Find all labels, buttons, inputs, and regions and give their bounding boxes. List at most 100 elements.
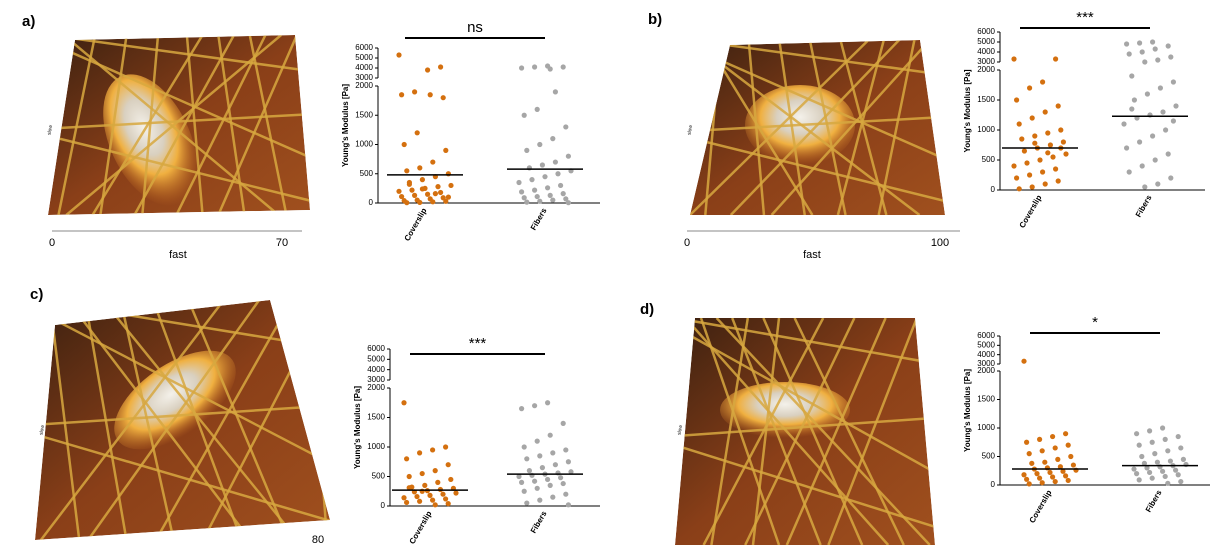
data-point [427,493,432,498]
data-point [417,200,422,205]
data-point [1030,184,1035,189]
y-tick-label: 500 [372,472,386,481]
data-point [1176,434,1181,439]
data-point [430,199,435,204]
data-point [1032,133,1037,138]
data-point [433,502,438,507]
afm-image [48,35,310,220]
data-point [1027,172,1032,177]
y-tick-label: 3000 [977,359,995,368]
data-point [425,192,430,197]
panel-label: a) [22,13,35,30]
data-point [414,494,419,499]
data-point [563,492,568,497]
data-point [433,191,438,196]
data-point [1132,97,1137,102]
data-point [409,188,414,193]
data-point [1024,160,1029,165]
panel-label: b) [648,11,662,28]
data-point [420,471,425,476]
data-point [545,400,550,405]
y-tick-label: 4000 [977,47,995,56]
data-point [430,498,435,503]
data-point [550,136,555,141]
y-tick-label: 4000 [355,63,373,72]
data-point [1022,148,1027,153]
data-point [1166,43,1171,48]
y-tick-label: 500 [982,452,996,461]
x-tick-label: Coverslip [1028,488,1054,524]
data-point [1140,163,1145,168]
data-point [1124,41,1129,46]
image-axis-label: 70 [276,237,288,249]
data-point [1050,434,1055,439]
data-point [1134,431,1139,436]
data-point [404,456,409,461]
y-axis-label: Young's Modulus [Pa] [353,386,362,469]
data-point [407,182,412,187]
significance-label: *** [1076,9,1094,26]
data-point [1131,466,1136,471]
y-tick-label: 2000 [367,383,385,392]
data-point [524,456,529,461]
data-point [1030,115,1035,120]
data-point [1178,479,1183,484]
data-point [1045,150,1050,155]
data-point [522,444,527,449]
data-point [548,66,553,71]
data-point [1043,109,1048,114]
data-point [420,186,425,191]
data-point [524,200,529,205]
panel-label: c) [30,286,43,303]
y-tick-label: 2000 [355,81,373,90]
data-point [563,447,568,452]
data-point [1140,49,1145,54]
data-point [428,92,433,97]
data-point [401,400,406,405]
afm-image [675,318,935,545]
data-point [522,195,527,200]
data-point [558,183,563,188]
data-point [425,67,430,72]
data-point [561,191,566,196]
data-point [548,433,553,438]
image-axis-label: fast [169,249,187,261]
data-point [532,64,537,69]
data-point [407,474,412,479]
data-point [438,190,443,195]
data-point [1163,127,1168,132]
data-point [532,479,537,484]
data-point [396,52,401,57]
data-point [535,107,540,112]
data-point [1163,437,1168,442]
data-point [404,200,409,205]
data-point [1024,440,1029,445]
data-point [1168,54,1173,59]
data-point [1155,57,1160,62]
data-point [1034,471,1039,476]
data-point [1150,440,1155,445]
image-axis-name: slow [686,124,694,135]
data-point [1040,480,1045,485]
data-point [1176,472,1181,477]
data-point [522,489,527,494]
y-tick-label: 0 [991,480,996,489]
y-tick-label: 3000 [355,73,373,82]
data-point [1050,474,1055,479]
data-point [399,92,404,97]
data-point [1061,139,1066,144]
data-point [1137,40,1142,45]
data-point [1032,141,1037,146]
data-point [415,130,420,135]
x-tick-label: Fibers [1144,488,1164,514]
data-point [1068,454,1073,459]
data-point [537,142,542,147]
data-point [430,159,435,164]
data-point [529,177,534,182]
data-point [446,462,451,467]
data-point [550,450,555,455]
data-point [1147,428,1152,433]
data-point [532,403,537,408]
data-point [524,500,529,505]
data-point [1063,151,1068,156]
